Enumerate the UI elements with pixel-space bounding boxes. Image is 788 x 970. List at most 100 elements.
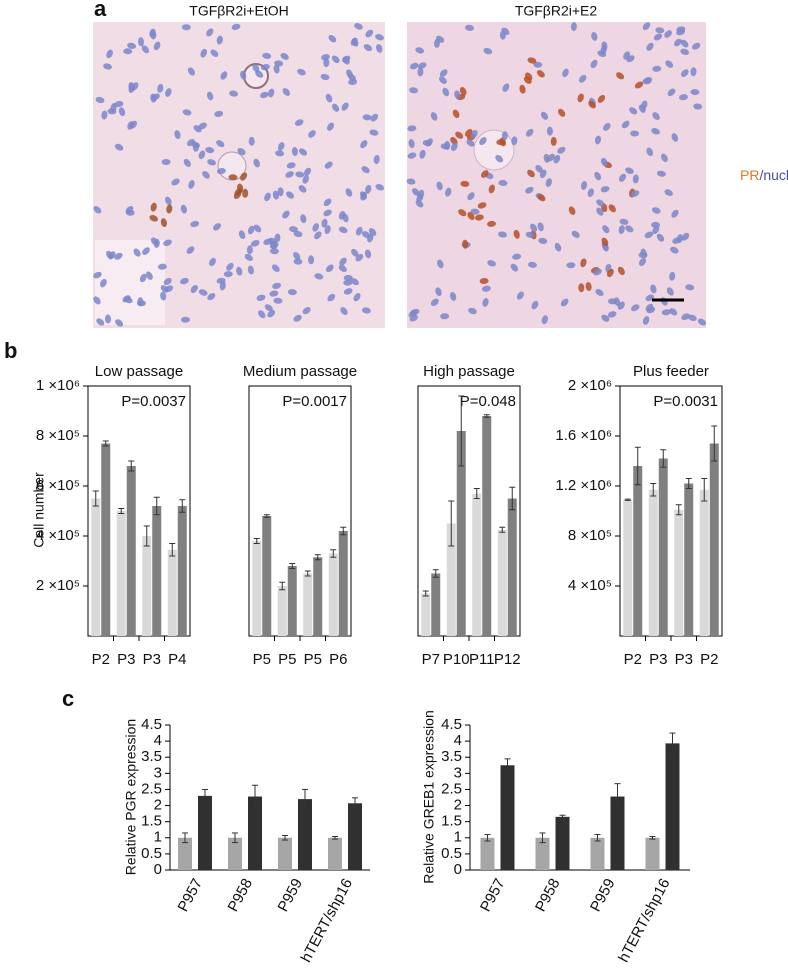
nucleus xyxy=(280,52,289,60)
nucleus xyxy=(419,149,426,159)
y-tick-label: 2 xyxy=(154,797,162,814)
error-bar xyxy=(253,538,260,544)
nucleus xyxy=(666,287,674,296)
nucleus xyxy=(365,29,374,38)
nucleus xyxy=(324,225,331,235)
error-bar xyxy=(473,488,480,499)
error-bar xyxy=(302,788,308,810)
nucleus xyxy=(440,313,450,320)
nucleus xyxy=(585,282,592,291)
nucleus xyxy=(237,148,246,156)
nucleus xyxy=(95,96,105,104)
nucleus xyxy=(180,277,189,285)
nucleus xyxy=(342,56,350,65)
nucleus xyxy=(496,139,506,146)
error-bar xyxy=(649,835,656,840)
nucleus xyxy=(541,315,548,325)
nucleus xyxy=(355,226,363,236)
nucleus xyxy=(164,196,172,206)
nucleus xyxy=(629,107,638,115)
nucleus xyxy=(591,31,598,41)
nucleus xyxy=(680,48,690,55)
bar xyxy=(446,523,456,636)
nucleus xyxy=(269,290,279,297)
error-bar xyxy=(509,486,516,511)
error-bar xyxy=(634,446,641,486)
nucleus xyxy=(477,202,487,209)
image-title: TGFβR2i+E2 xyxy=(515,3,598,19)
nucleus xyxy=(302,306,311,315)
error-bar xyxy=(282,835,288,841)
nucleus xyxy=(578,74,587,83)
nucleus xyxy=(258,310,266,319)
nucleus xyxy=(600,157,608,167)
bar xyxy=(328,553,338,636)
nucleus xyxy=(343,288,353,295)
nucleus xyxy=(180,204,188,214)
nucleus xyxy=(430,298,439,306)
nucleus xyxy=(181,24,191,31)
nucleus xyxy=(653,33,663,41)
error-bar xyxy=(539,832,546,844)
y-tick-label: 1.6 ×10⁶ xyxy=(555,427,612,444)
nucleus xyxy=(207,292,216,301)
nucleus xyxy=(287,289,297,296)
bar xyxy=(610,796,625,870)
panel-label: c xyxy=(62,686,74,711)
nucleus xyxy=(665,60,674,68)
nucleus xyxy=(656,233,665,242)
nucleus xyxy=(621,120,630,129)
nucleus xyxy=(638,104,646,113)
bar xyxy=(500,765,515,870)
nucleus xyxy=(219,281,226,291)
nucleus xyxy=(425,138,433,147)
nucleus xyxy=(438,76,447,84)
nucleus xyxy=(240,70,247,80)
nucleus xyxy=(324,161,333,169)
error-bar xyxy=(650,483,657,497)
bar xyxy=(665,743,680,870)
nucleus xyxy=(272,282,282,290)
nucleus xyxy=(157,83,164,93)
error-bar xyxy=(594,834,601,842)
nucleus xyxy=(409,62,419,70)
nucleus xyxy=(482,297,489,307)
p-value: P=0.0037 xyxy=(121,393,186,410)
nucleus xyxy=(236,266,243,276)
nucleus xyxy=(479,277,489,285)
nucleus xyxy=(323,209,332,217)
error-bar xyxy=(102,440,109,447)
nucleus xyxy=(285,171,294,178)
nucleus xyxy=(375,184,385,191)
nucleus xyxy=(220,71,228,80)
nucleus xyxy=(106,250,114,260)
nucleus xyxy=(150,237,159,246)
nucleus xyxy=(252,64,260,73)
bar xyxy=(472,493,482,636)
nucleus xyxy=(342,213,349,223)
nucleus xyxy=(660,153,668,162)
y-tick-label: 0 xyxy=(454,861,462,878)
nucleus xyxy=(191,141,200,148)
nucleus xyxy=(268,88,275,98)
nucleus xyxy=(271,264,280,272)
nucleus xyxy=(368,228,377,236)
x-tick-label: P2 xyxy=(624,651,642,668)
nucleus xyxy=(596,199,605,207)
gland xyxy=(473,129,515,171)
bar xyxy=(116,511,126,636)
nucleus xyxy=(312,223,319,232)
nucleus xyxy=(690,67,697,77)
nucleus xyxy=(139,273,147,283)
nucleus xyxy=(114,252,123,260)
nucleus xyxy=(314,231,322,240)
nucleus xyxy=(527,57,537,64)
nucleus xyxy=(646,306,656,314)
nucleus xyxy=(693,103,703,110)
nucleus xyxy=(209,257,216,267)
error-bar xyxy=(458,395,465,467)
nucleus xyxy=(339,257,347,266)
nucleus xyxy=(545,178,552,187)
y-tick-label: 3 xyxy=(154,764,162,781)
